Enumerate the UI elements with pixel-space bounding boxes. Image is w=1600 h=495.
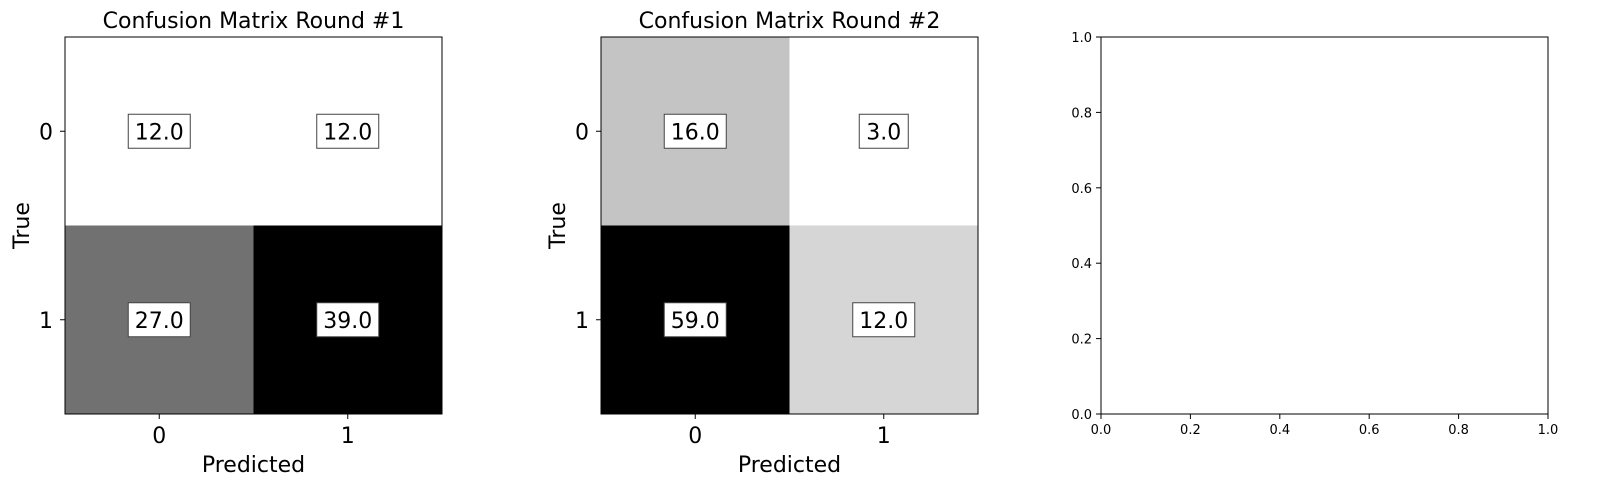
y-tick-label: 0 [39, 120, 53, 145]
cell-label-box [127, 302, 191, 338]
cell-value-label: 12.0 [323, 120, 372, 145]
y-tick-label: 0.0 [1071, 408, 1092, 423]
confusion-matrix-2: 16.0 3.0 59.0 12.0 0 1 0 1 Confusion Matrix Roun… [546, 9, 979, 478]
cell-value-label: 39.0 [323, 309, 372, 334]
confusion-matrix-1: 12.0 12.0 27.0 39.0 0 1 0 1 Confusion Matrix Rou… [10, 9, 443, 478]
y-tick-label: 1.0 [1071, 31, 1092, 46]
x-tick-label: 1.0 [1538, 423, 1559, 438]
x-tick-label: 0.6 [1359, 423, 1380, 438]
axes-frame [64, 36, 443, 415]
y-tick-label: 0.8 [1071, 106, 1092, 121]
x-tick-label: 0.4 [1269, 423, 1290, 438]
cell-label-box [852, 302, 916, 338]
chart-title: Confusion Matrix Round #1 [103, 9, 405, 34]
x-tick-label: 1 [877, 424, 891, 449]
cell-value-label: 12.0 [135, 120, 184, 145]
x-tick-label: 0.8 [1448, 423, 1469, 438]
y-axis-label: True [546, 202, 571, 250]
x-axis-label: Predicted [738, 453, 841, 478]
y-tick-label: 1 [575, 309, 589, 334]
x-tick-label: 0 [152, 424, 166, 449]
empty-axes: 0.0 0.2 0.4 0.6 0.8 1.0 0.0 0.2 0.4 0.6 0.8 1.0 [1071, 31, 1558, 438]
cell-label-box [127, 113, 191, 149]
cell-value-label: 3.0 [866, 120, 901, 145]
cell-value-label: 16.0 [671, 120, 720, 145]
y-tick-label: 0 [575, 120, 589, 145]
cell-label-box [663, 302, 727, 338]
cell-label-box [316, 113, 380, 149]
x-axis-label: Predicted [202, 453, 305, 478]
chart-title: Confusion Matrix Round #2 [639, 9, 941, 34]
y-axis-label: True [10, 202, 35, 250]
x-tick-label: 0 [688, 424, 702, 449]
x-tick-label: 0.0 [1091, 423, 1112, 438]
x-tick-label: 1 [341, 424, 355, 449]
x-tick-label: 0.2 [1180, 423, 1201, 438]
y-tick-label: 0.6 [1071, 182, 1092, 197]
y-tick-label: 1 [39, 309, 53, 334]
y-tick-label: 0.2 [1071, 333, 1092, 348]
axes-frame [1100, 36, 1549, 415]
cell-value-label: 12.0 [859, 309, 908, 334]
cell-value-label: 59.0 [671, 309, 720, 334]
axes-frame [600, 36, 979, 415]
cell-value-label: 27.0 [135, 309, 184, 334]
cell-label-box [663, 113, 727, 149]
y-tick-label: 0.4 [1071, 257, 1092, 272]
cell-label-box [858, 113, 909, 149]
cell-label-box [316, 302, 380, 338]
